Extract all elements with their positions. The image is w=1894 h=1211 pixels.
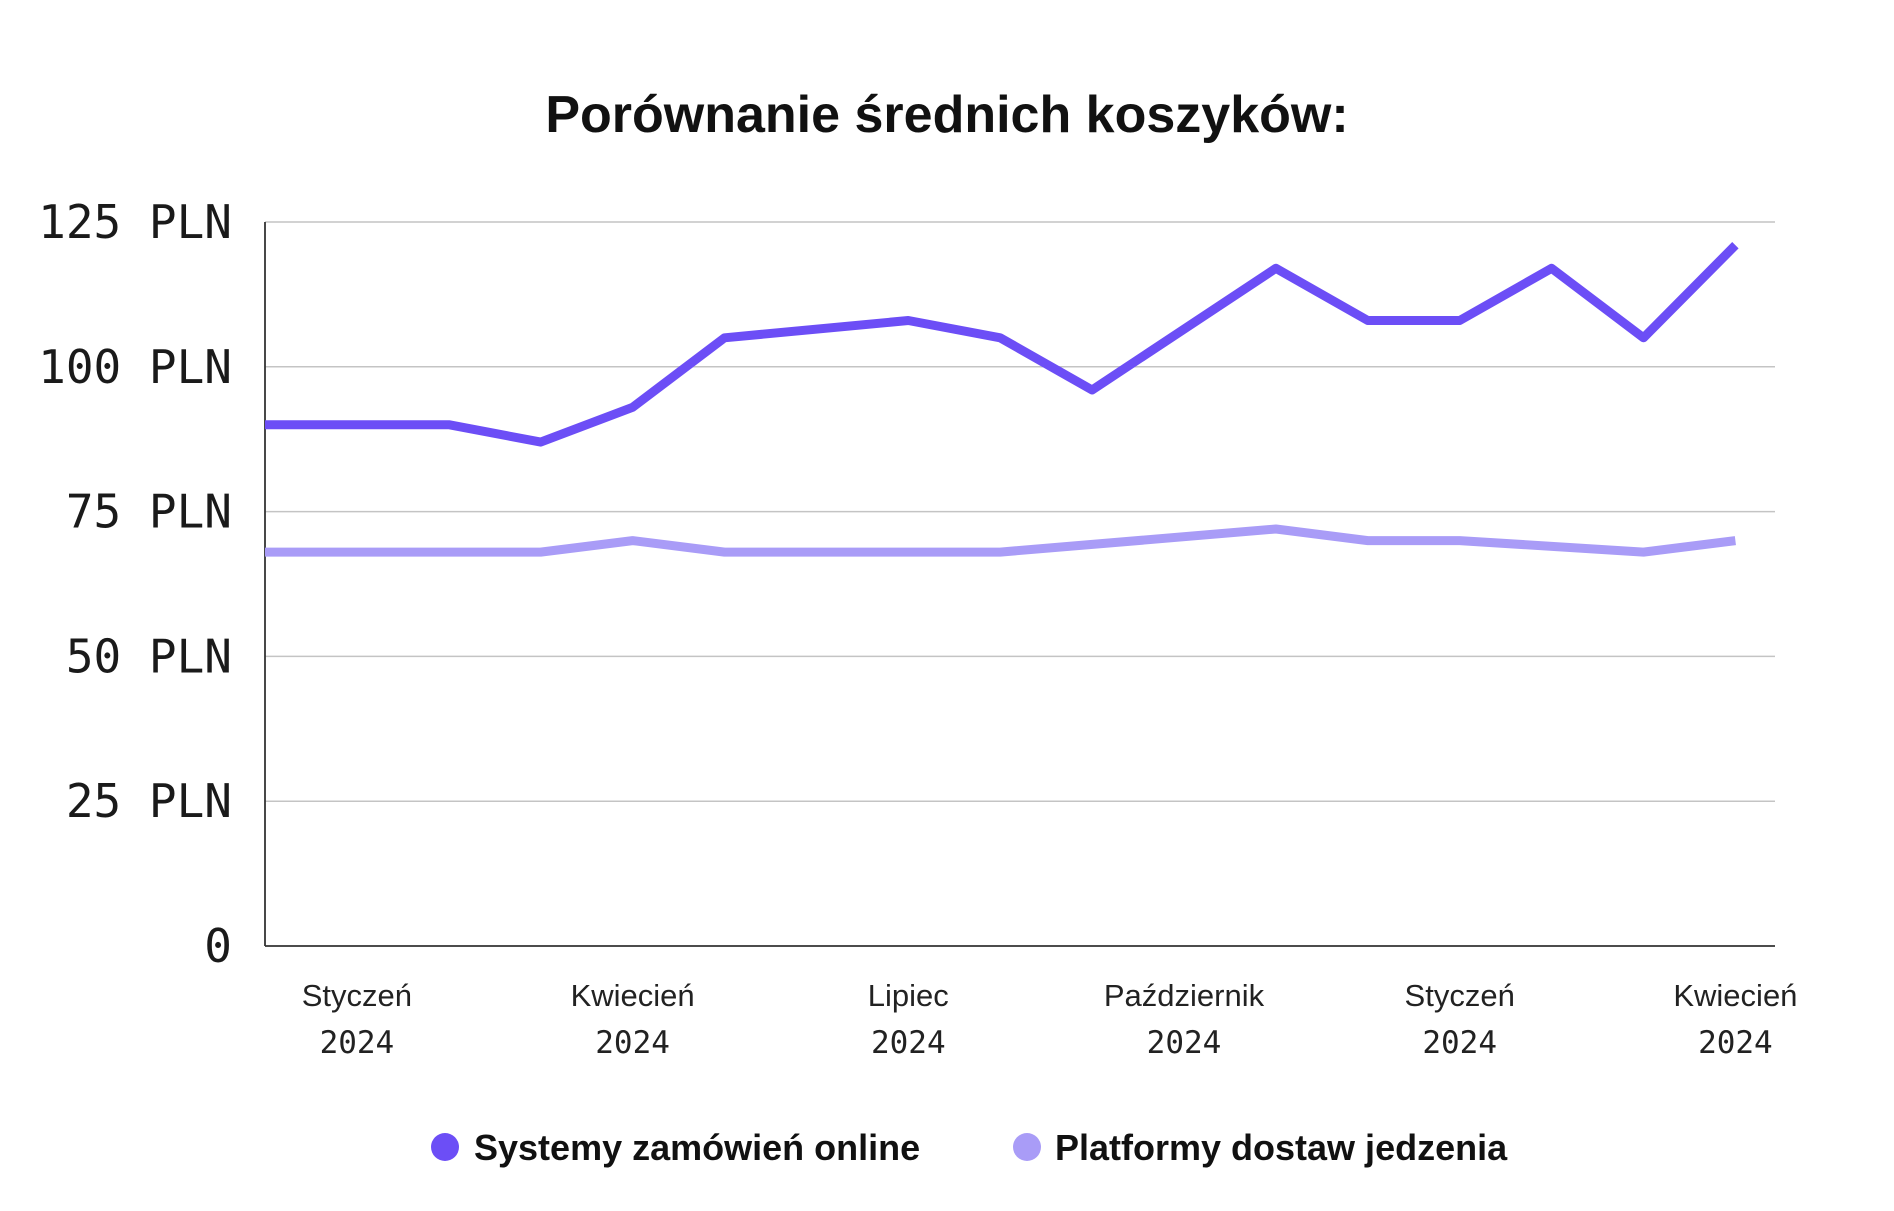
legend-marker xyxy=(431,1133,459,1161)
x-tick-label-year: 2024 xyxy=(595,1025,670,1061)
y-tick-label: 25 PLN xyxy=(66,774,232,828)
legend-label: Systemy zamówień online xyxy=(474,1127,920,1168)
x-tick-label-year: 2024 xyxy=(320,1025,395,1061)
x-tick-label-year: 2024 xyxy=(1698,1025,1773,1061)
series-line-2 xyxy=(265,524,1736,557)
legend-marker xyxy=(1013,1133,1041,1161)
legend: Systemy zamówień online Platformy dostaw … xyxy=(431,1127,1508,1168)
y-tick-label: 125 PLN xyxy=(38,195,232,249)
x-tick-label-month: Styczeń xyxy=(302,978,412,1013)
x-tick-label-month: Styczeń xyxy=(1405,978,1515,1013)
x-tick-label-month: Lipiec xyxy=(868,978,949,1013)
series-layer xyxy=(265,242,1739,557)
y-tick-label: 75 PLN xyxy=(66,485,232,539)
y-axis-ticks: 0 25 PLN 50 PLN 75 PLN 100 PLN 125 PLN xyxy=(38,195,232,973)
x-tick-label-month: Kwiecień xyxy=(1673,978,1797,1013)
x-tick-label-month: Kwiecień xyxy=(571,978,695,1013)
legend-label: Platformy dostaw jedzenia xyxy=(1055,1127,1508,1168)
y-tick-label: 100 PLN xyxy=(38,340,232,394)
chart-title: Porównanie średnich koszyków: xyxy=(545,86,1348,144)
axis-layer xyxy=(264,222,1775,947)
x-tick-label-month: Październik xyxy=(1104,978,1265,1013)
grid-layer xyxy=(265,221,1775,802)
x-tick-label-year: 2024 xyxy=(871,1025,946,1061)
x-tick-label-year: 2024 xyxy=(1147,1025,1222,1061)
y-tick-label: 50 PLN xyxy=(66,629,232,683)
y-tick-label: 0 xyxy=(204,919,232,973)
x-axis-ticks: Styczeń 2024 Kwiecień 2024 Lipiec 2024 Paździe… xyxy=(302,978,1798,1061)
series-line-1 xyxy=(265,242,1739,447)
x-tick-label-year: 2024 xyxy=(1422,1025,1497,1061)
